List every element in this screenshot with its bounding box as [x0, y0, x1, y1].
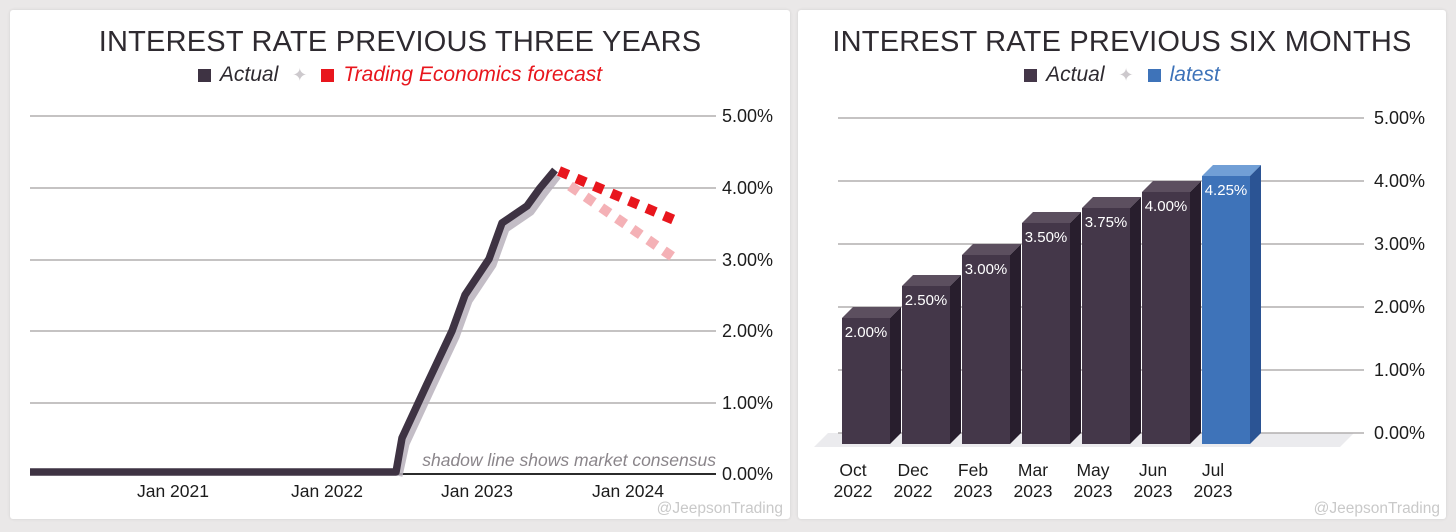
- watermark: @JeepsonTrading: [656, 500, 783, 517]
- y-tick-label: 0.00%: [1374, 423, 1426, 443]
- x-tick-label: Dec 2022: [873, 460, 953, 502]
- line-chart-canvas: [30, 115, 716, 477]
- bar-value-label: 3.75%: [1084, 214, 1128, 231]
- bar-value-label: 3.50%: [1024, 229, 1068, 246]
- bar-jul-2023-latest: [1202, 165, 1261, 444]
- x-tick-label: Mar 2023: [993, 460, 1073, 502]
- bar-chart-canvas: [814, 117, 1364, 447]
- x-tick-label: Jan 2023: [440, 481, 513, 501]
- line-chart-panel: INTEREST RATE PREVIOUS THREE YEARS Actua…: [10, 10, 790, 519]
- gridlines: [30, 115, 716, 404]
- bar-value-label: 2.00%: [844, 324, 888, 341]
- bar-may-2023: [1082, 197, 1141, 444]
- actual-legend-label: Actual: [219, 63, 279, 86]
- actual-legend-swatch: [197, 68, 211, 82]
- bar-value-label: 3.00%: [964, 261, 1008, 278]
- latest-legend-swatch: [1147, 68, 1161, 82]
- x-tick-year: 2023: [1073, 481, 1113, 501]
- x-tick-label: May 2023: [1053, 460, 1133, 502]
- x-tick-label: Jan 2022: [290, 481, 363, 501]
- x-tick-month: May: [1076, 460, 1110, 480]
- bar-value-label: 4.25%: [1204, 182, 1248, 199]
- actual-legend-swatch: [1024, 68, 1038, 82]
- x-tick-year: 2023: [953, 481, 993, 501]
- legend-diamond-icon: ✦: [1118, 65, 1134, 85]
- x-tick-month: Mar: [1017, 460, 1049, 480]
- bar-chart-title: INTEREST RATE PREVIOUS SIX MONTHS: [832, 26, 1412, 58]
- forecast-dotted-line: [557, 166, 681, 227]
- actual-line: [30, 167, 558, 476]
- x-tick-month: Jul: [1201, 460, 1225, 480]
- y-tick-label: 3.00%: [722, 250, 774, 270]
- forecast-legend-swatch: [321, 68, 335, 82]
- y-tick-label: 1.00%: [722, 393, 774, 413]
- bar-mar-2023: [1022, 212, 1081, 444]
- x-tick-month: Feb: [957, 460, 989, 480]
- y-tick-label: 5.00%: [722, 106, 774, 126]
- x-tick-year: 2022: [893, 481, 933, 501]
- x-tick-year: 2023: [1133, 481, 1173, 501]
- bar-jun-2023: [1142, 181, 1201, 444]
- x-tick-label: Jan 2024: [591, 481, 664, 501]
- x-tick-year: 2023: [1193, 481, 1233, 501]
- x-tick-label: Jul 2023: [1173, 460, 1253, 502]
- consensus-dotted-line: [567, 181, 676, 262]
- x-tick-month: Dec: [897, 460, 929, 480]
- watermark: @JeepsonTrading: [1313, 500, 1440, 517]
- bar-value-label: 2.50%: [904, 292, 948, 309]
- bar-feb-2023: [962, 244, 1021, 444]
- y-tick-label: 4.00%: [1374, 171, 1426, 191]
- legend-diamond-icon: ✦: [292, 65, 308, 85]
- x-tick-label: Feb 2023: [933, 460, 1013, 502]
- bar-dec-2022: [902, 275, 961, 444]
- consensus-shadow-line: [395, 173, 561, 477]
- x-tick-year: 2023: [1013, 481, 1053, 501]
- bar-chart-panel: INTEREST RATE PREVIOUS SIX MONTHS Actual…: [798, 10, 1446, 519]
- bar-oct-2022: [842, 307, 901, 444]
- x-tick-label: Jan 2021: [136, 481, 209, 501]
- y-tick-label: 3.00%: [1374, 234, 1426, 254]
- line-chart-legend: Actual ✦ Trading Economics forecast: [10, 62, 790, 88]
- forecast-legend-label: Trading Economics forecast: [343, 63, 603, 86]
- bar-chart-legend: Actual ✦ latest: [798, 62, 1446, 88]
- bar-value-label: 4.00%: [1144, 198, 1188, 215]
- x-tick-year: 2022: [833, 481, 873, 501]
- line-chart-title: INTEREST RATE PREVIOUS THREE YEARS: [98, 26, 702, 58]
- consensus-annotation: shadow line shows market consensus: [422, 450, 716, 470]
- y-tick-label: 5.00%: [1374, 108, 1426, 128]
- x-tick-label: Oct 2022: [813, 460, 893, 502]
- actual-legend-label: Actual: [1046, 63, 1105, 86]
- y-tick-label: 2.00%: [1374, 297, 1426, 317]
- y-tick-label: 4.00%: [722, 178, 774, 198]
- x-tick-label: Jun 2023: [1113, 460, 1193, 502]
- y-tick-label: 0.00%: [722, 464, 774, 484]
- x-tick-month: Jun: [1138, 460, 1168, 480]
- y-tick-label: 2.00%: [722, 321, 774, 341]
- latest-legend-label: latest: [1169, 63, 1220, 86]
- y-tick-label: 1.00%: [1374, 360, 1426, 380]
- x-tick-month: Oct: [839, 460, 867, 480]
